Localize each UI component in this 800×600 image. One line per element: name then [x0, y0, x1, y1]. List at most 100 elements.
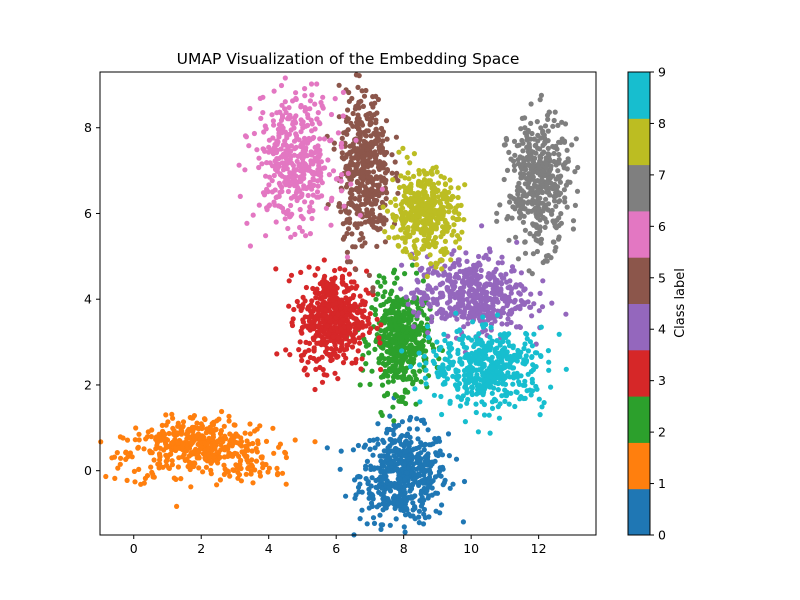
data-point-class-8	[441, 225, 447, 231]
data-point-class-1	[166, 444, 172, 450]
data-point-class-8	[424, 273, 430, 280]
data-point-class-2	[381, 356, 388, 362]
data-point-class-0	[422, 515, 428, 521]
data-point-class-7	[556, 151, 562, 158]
data-point-class-6	[297, 175, 303, 181]
data-point-class-1	[124, 477, 130, 483]
data-point-class-0	[343, 493, 349, 499]
data-point-class-9	[446, 350, 452, 356]
data-point-class-0	[414, 426, 420, 432]
data-point-class-1	[247, 431, 253, 437]
data-point-class-6	[306, 135, 312, 142]
data-point-class-1	[201, 434, 207, 440]
data-point-class-6	[312, 101, 318, 107]
data-point-class-9	[488, 373, 494, 380]
data-point-class-5	[376, 215, 382, 221]
data-point-class-7	[511, 163, 517, 169]
data-point-class-7	[545, 151, 551, 157]
data-point-class-8	[416, 167, 422, 174]
data-point-class-9	[504, 362, 510, 368]
data-point-class-7	[531, 233, 537, 239]
data-point-class-9	[453, 310, 459, 316]
data-point-class-9	[480, 377, 486, 384]
data-point-class-9	[464, 355, 471, 361]
data-point-class-3	[341, 352, 347, 358]
data-point-class-9	[423, 367, 429, 373]
data-point-class-0	[411, 461, 417, 467]
data-point-class-5	[357, 134, 363, 140]
data-point-class-6	[345, 170, 351, 176]
data-point-class-1	[169, 458, 175, 464]
data-point-class-6	[288, 127, 294, 133]
data-point-class-6	[276, 156, 282, 162]
data-point-class-9	[487, 430, 493, 436]
data-point-class-3	[337, 319, 344, 325]
data-point-class-6	[322, 165, 328, 171]
data-point-class-3	[348, 285, 354, 291]
data-point-class-1	[237, 440, 243, 446]
data-point-class-4	[504, 321, 510, 327]
data-point-class-1	[259, 455, 265, 461]
data-point-class-5	[389, 170, 395, 176]
data-point-class-5	[339, 135, 345, 141]
data-point-class-9	[447, 400, 453, 406]
data-point-class-7	[572, 169, 578, 175]
data-point-class-7	[553, 176, 559, 182]
data-point-class-9	[532, 350, 539, 356]
data-point-class-6	[309, 170, 316, 177]
data-point-class-1	[144, 473, 151, 479]
data-point-class-3	[329, 276, 335, 282]
data-point-class-3	[347, 307, 353, 313]
data-point-class-3	[314, 286, 320, 292]
data-point-class-6	[283, 142, 289, 148]
data-point-class-5	[369, 194, 375, 200]
data-point-class-0	[369, 475, 375, 481]
data-point-class-1	[136, 466, 142, 472]
data-point-class-1	[123, 456, 129, 462]
data-point-class-2	[405, 376, 411, 382]
data-point-class-6	[340, 89, 346, 95]
data-point-class-0	[380, 437, 386, 443]
data-point-class-2	[409, 330, 415, 336]
data-point-class-1	[210, 432, 216, 438]
data-point-class-4	[504, 279, 510, 285]
data-point-class-3	[356, 335, 362, 341]
data-point-class-8	[407, 199, 413, 205]
data-point-class-5	[363, 213, 369, 219]
data-point-class-6	[291, 138, 298, 144]
data-point-class-5	[369, 179, 375, 185]
data-point-class-3	[351, 279, 357, 285]
colorbar-segment-6	[628, 210, 650, 258]
data-point-class-6	[311, 134, 317, 141]
data-point-class-2	[392, 392, 398, 398]
data-point-class-6	[247, 105, 253, 112]
data-point-class-1	[154, 442, 160, 449]
data-point-class-2	[391, 270, 397, 276]
data-point-class-6	[242, 167, 248, 173]
data-point-class-5	[344, 259, 351, 265]
data-point-class-7	[547, 175, 554, 181]
data-point-class-6	[302, 199, 308, 205]
data-point-class-9	[494, 338, 500, 344]
data-point-class-5	[395, 190, 401, 196]
data-point-class-8	[436, 210, 442, 216]
data-point-class-6	[284, 133, 290, 139]
data-point-class-0	[401, 462, 407, 468]
data-point-class-1	[229, 433, 235, 439]
data-point-class-8	[408, 254, 414, 260]
data-point-class-4	[488, 315, 494, 321]
data-point-class-5	[347, 143, 353, 149]
data-point-class-6	[298, 104, 304, 110]
data-point-class-0	[378, 526, 384, 533]
data-point-class-1	[111, 454, 118, 460]
data-point-class-2	[394, 301, 400, 307]
data-point-class-0	[337, 466, 343, 472]
data-point-class-5	[376, 146, 383, 152]
data-point-class-0	[437, 448, 443, 454]
data-point-class-4	[464, 296, 470, 302]
data-point-class-2	[390, 404, 396, 410]
data-point-class-4	[466, 292, 472, 298]
data-point-class-8	[405, 214, 411, 221]
data-point-class-9	[494, 360, 500, 366]
